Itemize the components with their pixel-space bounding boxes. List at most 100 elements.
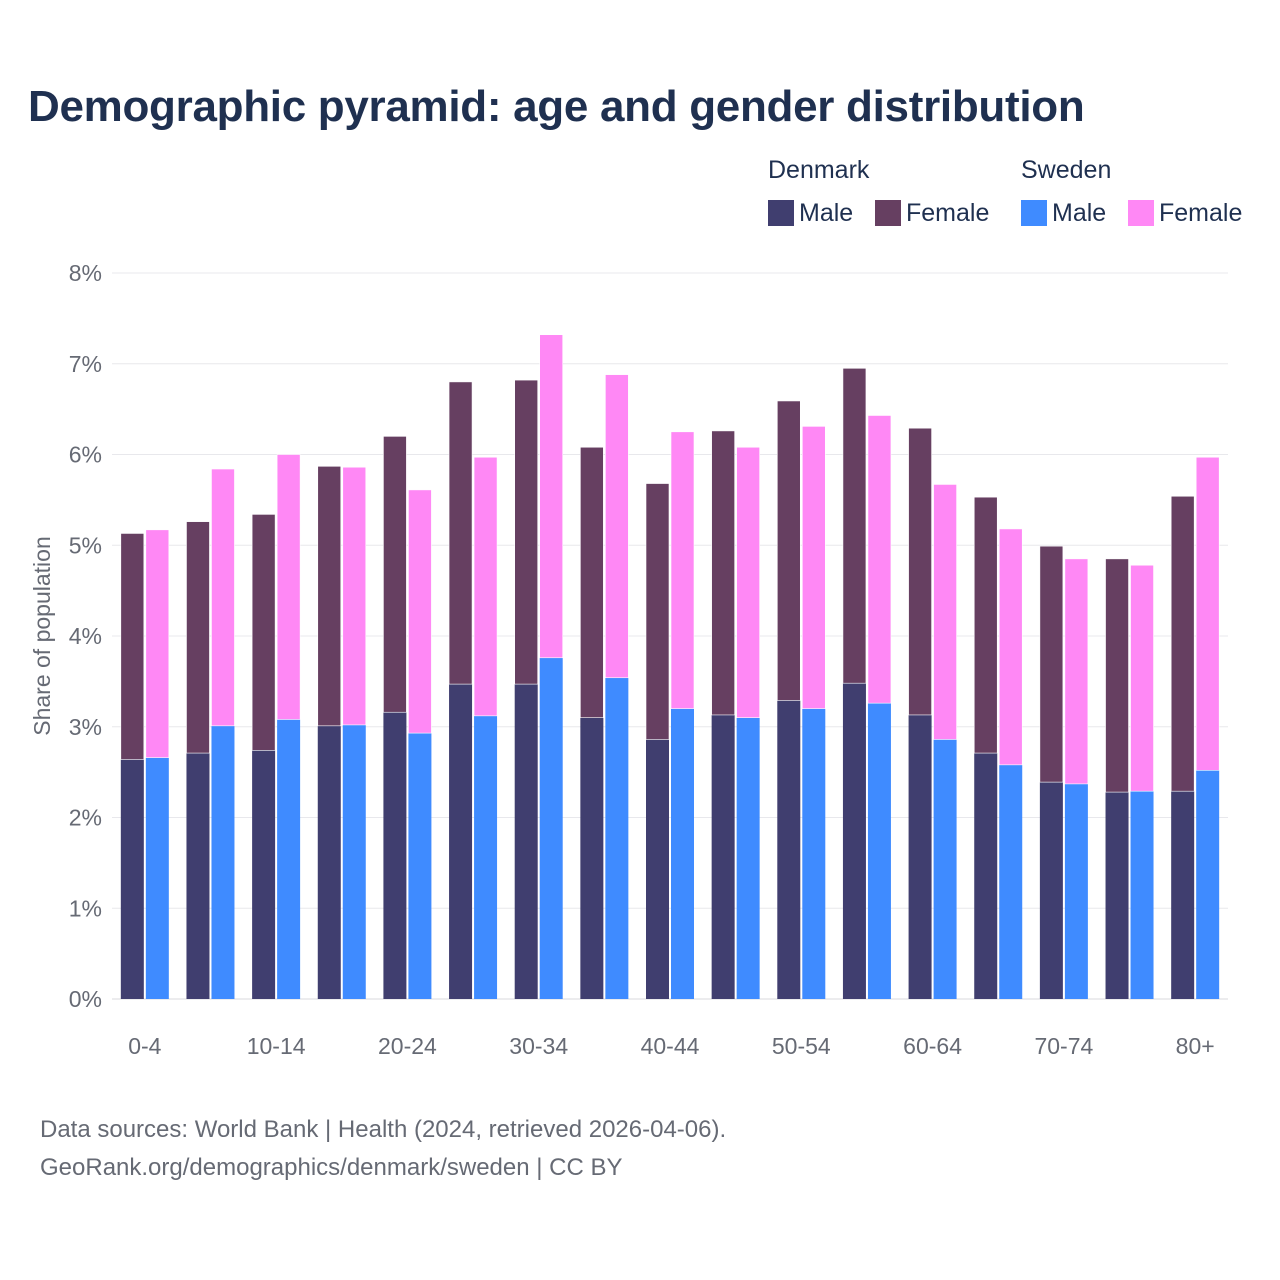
bar-sweden-male[interactable]	[211, 725, 235, 999]
bar-sweden-female[interactable]	[539, 334, 564, 659]
bar-sweden-female[interactable]	[801, 426, 826, 709]
x-tick-label: 60-64	[903, 1033, 962, 1059]
x-tick-label: 30-34	[509, 1033, 568, 1059]
bar-denmark-female[interactable]	[973, 496, 998, 754]
bar-sweden-male[interactable]	[605, 677, 629, 999]
y-tick-label: 2%	[69, 805, 102, 831]
legend-item-denmark-female[interactable]: Female	[875, 198, 989, 228]
bar-denmark-male[interactable]	[1171, 791, 1195, 999]
footer-url: GeoRank.org/demographics/denmark/sweden …	[40, 1154, 623, 1181]
bar-denmark-male[interactable]	[252, 750, 276, 999]
legend-item-sweden-male[interactable]: Male	[1021, 198, 1106, 228]
chart-title: Demographic pyramid: age and gender dist…	[28, 82, 1085, 131]
x-tick-label: 0-4	[128, 1033, 161, 1059]
bar-denmark-female[interactable]	[842, 367, 867, 684]
bar-sweden-female[interactable]	[211, 468, 235, 727]
y-axis-ticks: 0% 1% 2% 3% 4% 5% 6% 7% 8%	[69, 260, 102, 1012]
bar-denmark-female[interactable]	[1170, 495, 1195, 792]
bar-denmark-female[interactable]	[1105, 558, 1129, 793]
bar-denmark-male[interactable]	[449, 684, 473, 999]
legend-item-denmark-male[interactable]: Male	[768, 198, 853, 228]
bar-sweden-male[interactable]	[802, 708, 826, 999]
bar-sweden-female[interactable]	[145, 529, 170, 758]
bar-sweden-female[interactable]	[342, 466, 367, 726]
bar-sweden-male[interactable]	[933, 739, 957, 999]
bar-denmark-male[interactable]	[383, 712, 407, 999]
bar-denmark-female[interactable]	[186, 521, 210, 754]
bar-denmark-male[interactable]	[777, 700, 801, 999]
legend-group-denmark: Denmark	[768, 156, 870, 184]
bar-sweden-female[interactable]	[1130, 564, 1154, 792]
bar-denmark-female[interactable]	[514, 379, 539, 685]
bar-denmark-female[interactable]	[120, 533, 145, 760]
bar-denmark-female[interactable]	[908, 427, 932, 716]
bar-sweden-male[interactable]	[474, 715, 498, 999]
bar-denmark-male[interactable]	[1105, 792, 1129, 999]
bar-denmark-female[interactable]	[251, 514, 276, 751]
bar-sweden-female[interactable]	[605, 374, 629, 679]
y-tick-label: 6%	[69, 442, 102, 468]
y-tick-label: 3%	[69, 714, 102, 740]
bar-denmark-male[interactable]	[908, 714, 932, 999]
bar-sweden-male[interactable]	[671, 708, 694, 999]
y-tick-label: 8%	[69, 260, 102, 286]
legend-swatch	[768, 200, 794, 226]
bar-sweden-female[interactable]	[408, 489, 432, 734]
bars	[120, 334, 1220, 999]
bar-sweden-male[interactable]	[539, 657, 563, 999]
bar-denmark-male[interactable]	[514, 684, 538, 999]
footer-source: Data sources: World Bank | Health (2024,…	[40, 1116, 727, 1143]
bar-sweden-female[interactable]	[867, 415, 892, 704]
bar-sweden-female[interactable]	[276, 454, 301, 720]
bar-sweden-male[interactable]	[342, 724, 366, 999]
bar-sweden-male[interactable]	[736, 717, 760, 999]
legend-swatch	[1128, 200, 1154, 226]
bar-sweden-male[interactable]	[999, 764, 1023, 999]
bar-denmark-female[interactable]	[1039, 545, 1064, 783]
bar-denmark-male[interactable]	[186, 753, 210, 999]
bar-denmark-female[interactable]	[580, 446, 604, 718]
bar-denmark-female[interactable]	[776, 400, 801, 701]
bar-denmark-male[interactable]	[120, 759, 144, 999]
bar-denmark-female[interactable]	[645, 483, 670, 740]
bar-sweden-female[interactable]	[736, 446, 760, 718]
legend-swatch	[1021, 200, 1047, 226]
bar-sweden-female[interactable]	[670, 431, 695, 709]
bar-sweden-male[interactable]	[277, 719, 301, 999]
bar-sweden-male[interactable]	[1130, 791, 1154, 999]
legend-label: Female	[906, 198, 990, 227]
bar-denmark-female[interactable]	[448, 381, 473, 685]
bar-sweden-female[interactable]	[933, 484, 957, 740]
y-tick-label: 4%	[69, 623, 102, 649]
bar-denmark-male[interactable]	[1039, 782, 1063, 999]
bar-denmark-female[interactable]	[383, 436, 407, 713]
y-axis-label: Share of population	[29, 536, 55, 736]
bar-denmark-female[interactable]	[317, 465, 342, 727]
bar-sweden-male[interactable]	[408, 733, 432, 999]
bar-denmark-male[interactable]	[711, 714, 735, 999]
bar-sweden-male[interactable]	[1064, 783, 1088, 999]
y-tick-label: 1%	[69, 895, 102, 921]
bar-denmark-female[interactable]	[711, 430, 735, 716]
y-tick-label: 0%	[69, 986, 102, 1012]
bar-denmark-male[interactable]	[842, 683, 866, 999]
bar-sweden-female[interactable]	[1195, 456, 1220, 771]
bar-denmark-male[interactable]	[974, 753, 998, 999]
bar-sweden-male[interactable]	[145, 757, 169, 999]
legend-item-sweden-female[interactable]: Female	[1128, 198, 1242, 228]
bar-sweden-female[interactable]	[1064, 558, 1089, 785]
bar-denmark-male[interactable]	[646, 739, 669, 999]
x-tick-label: 70-74	[1034, 1033, 1093, 1059]
legend-swatch	[875, 200, 901, 226]
legend-group-sweden: Sweden	[1021, 156, 1112, 184]
bar-sweden-female[interactable]	[473, 456, 498, 717]
bar-sweden-female[interactable]	[998, 528, 1023, 766]
x-axis-ticks: 0-4 10-14 20-24 30-34 40-44 50-54 60-64 70-74 80…	[128, 1033, 1214, 1059]
bar-denmark-male[interactable]	[580, 717, 604, 999]
x-tick-label: 10-14	[247, 1033, 306, 1059]
bar-denmark-male[interactable]	[317, 725, 341, 999]
bar-sweden-male[interactable]	[1196, 770, 1220, 999]
y-tick-label: 5%	[69, 532, 102, 558]
bar-sweden-male[interactable]	[867, 703, 891, 999]
